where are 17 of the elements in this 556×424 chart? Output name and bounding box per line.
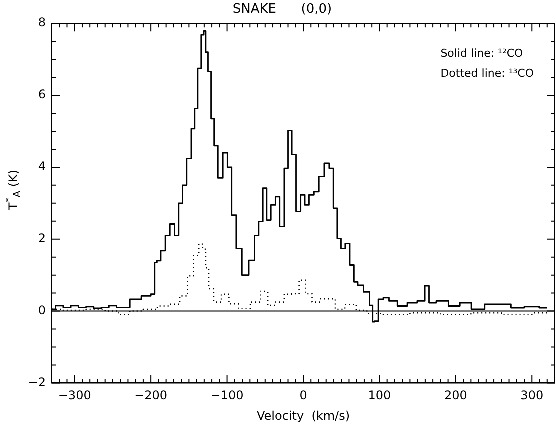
y-tick-label: 2 — [38, 231, 46, 246]
x-tick-label: 300 — [520, 388, 544, 403]
y-tick-label: 0 — [38, 303, 46, 318]
chart-title: SNAKE (0,0) — [232, 2, 332, 18]
x-tick-label: −100 — [210, 388, 244, 403]
y-tick-label: −2 — [28, 375, 46, 390]
x-tick-label: 200 — [444, 388, 468, 403]
y-tick-label: 6 — [38, 88, 46, 102]
annotation: Solid line: ¹²CO — [440, 46, 524, 62]
x-axis-title: Velocity (km/s) — [257, 408, 350, 423]
annotation: Dotted line: ¹³CO — [440, 66, 534, 82]
y-tick-label: 8 — [38, 16, 46, 30]
x-tick-label: −300 — [58, 388, 92, 403]
y-tick-label: 4 — [38, 160, 46, 174]
x-tick-label: −200 — [134, 388, 168, 403]
x-tick-label: 100 — [368, 388, 392, 403]
x-tick-label: 0 — [300, 388, 308, 403]
